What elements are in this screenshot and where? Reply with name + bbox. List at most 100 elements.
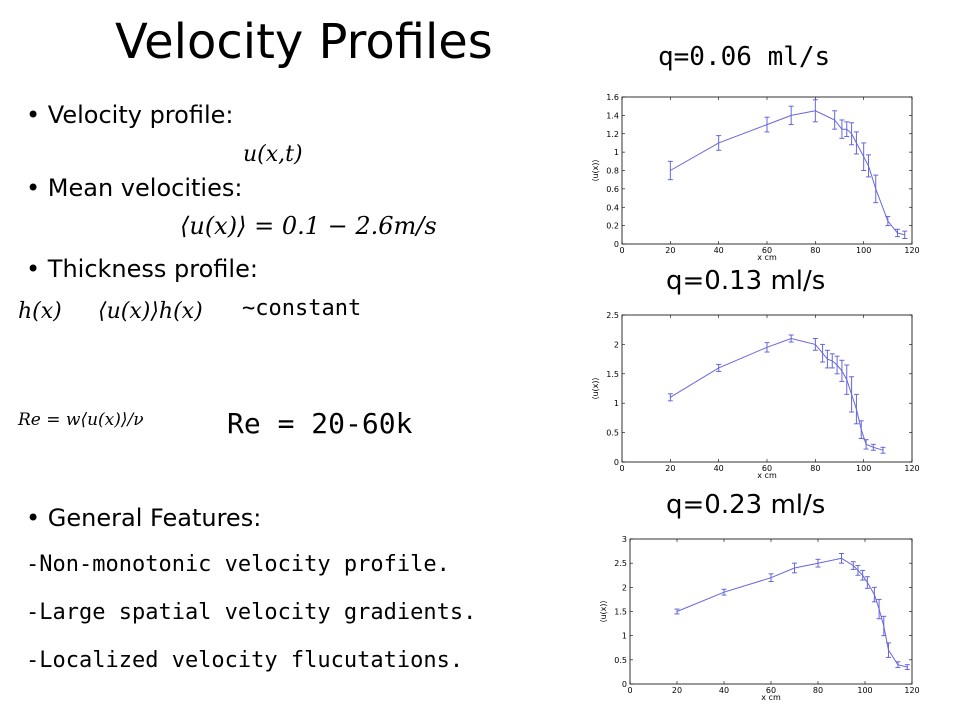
x-tick-label: 20 xyxy=(665,246,675,255)
error-bar xyxy=(832,110,838,130)
error-bar xyxy=(834,355,840,375)
bullet-velocity-profile: • Velocity profile: xyxy=(26,101,234,129)
error-bar xyxy=(904,664,910,670)
error-bar xyxy=(870,443,876,451)
reynolds-equation: Re = w⟨u(x)⟩/ν xyxy=(18,410,144,430)
y-tick-label: 0.4 xyxy=(606,203,619,212)
error-bar xyxy=(895,661,901,669)
x-tick-label: 40 xyxy=(719,686,729,695)
x-axis-label: x cm xyxy=(757,471,777,480)
error-bar xyxy=(871,586,877,603)
error-bar xyxy=(885,215,891,227)
x-axis-label: x cm xyxy=(757,253,777,262)
error-bar xyxy=(863,439,869,450)
series-line xyxy=(670,110,905,236)
error-bar xyxy=(788,105,794,126)
x-tick-label: 40 xyxy=(714,464,724,473)
y-tick-label: 0.6 xyxy=(606,185,619,194)
error-bar xyxy=(829,353,835,369)
error-bar xyxy=(858,420,864,439)
x-tick-label: 120 xyxy=(904,246,919,255)
error-bar xyxy=(764,342,770,353)
error-bar xyxy=(768,573,774,583)
feature-item: -Localized velocity flucutations. xyxy=(26,648,464,673)
error-bar xyxy=(876,598,882,620)
y-tick-label: 2.5 xyxy=(606,311,619,320)
x-tick-label: 60 xyxy=(766,686,776,695)
plot-frame xyxy=(629,538,913,685)
plot-title-2: q=0.13 ml/s xyxy=(666,266,826,296)
error-bar xyxy=(895,228,900,238)
error-bar xyxy=(853,393,859,425)
y-tick-label: 1 xyxy=(622,632,627,641)
y-tick-label: 3 xyxy=(622,535,627,544)
series-line xyxy=(676,557,908,668)
error-bar xyxy=(853,131,859,155)
bullet-thickness-profile: • Thickness profile: xyxy=(26,255,258,283)
error-bar xyxy=(902,230,908,239)
y-tick-label: 0.2 xyxy=(606,222,619,231)
error-bar xyxy=(824,349,830,369)
y-tick-label: 1.5 xyxy=(614,608,627,617)
y-tick-label: 0 xyxy=(614,240,619,249)
error-bar xyxy=(674,608,680,615)
y-tick-label: 0.5 xyxy=(614,656,627,665)
y-tick-label: 1.5 xyxy=(606,370,619,379)
x-tick-label: 20 xyxy=(672,686,682,695)
error-bar xyxy=(812,99,818,123)
error-bar xyxy=(839,119,845,139)
x-tick-label: 0 xyxy=(619,464,624,473)
feature-item: -Non-monotonic velocity profile. xyxy=(26,552,450,577)
y-tick-label: 2 xyxy=(622,583,627,592)
feature-item: -Large spatial velocity gradients. xyxy=(26,600,477,625)
y-tick-label: 0 xyxy=(622,680,627,689)
x-tick-label: 0 xyxy=(619,246,624,255)
error-bar xyxy=(864,576,870,589)
y-tick-label: 0 xyxy=(614,458,619,467)
error-bar xyxy=(812,338,818,351)
y-tick-label: 2.5 xyxy=(614,559,627,568)
y-tick-label: 1.6 xyxy=(606,93,619,102)
error-bar xyxy=(880,446,886,454)
error-bar xyxy=(820,343,826,363)
error-bar xyxy=(716,363,722,372)
error-bar xyxy=(716,135,722,151)
x-tick-label: 80 xyxy=(813,686,823,695)
error-bar xyxy=(667,393,673,402)
error-bar xyxy=(788,334,794,343)
error-bar xyxy=(855,565,861,576)
y-tick-label: 2 xyxy=(614,340,619,349)
error-bar xyxy=(886,642,891,658)
x-tick-label: 80 xyxy=(810,464,820,473)
x-axis-label: x cm xyxy=(761,693,781,702)
slide-title: Velocity Profiles xyxy=(115,14,493,70)
error-bar xyxy=(849,376,855,413)
x-tick-label: 60 xyxy=(762,246,772,255)
x-tick-label: 40 xyxy=(714,246,724,255)
error-bar xyxy=(844,364,850,395)
error-bar xyxy=(792,562,797,574)
error-bar xyxy=(839,359,845,382)
y-axis-label: ⟨u(x)⟩ xyxy=(599,600,608,622)
y-tick-label: 1.2 xyxy=(606,130,619,139)
y-tick-label: 0.5 xyxy=(606,429,619,438)
y-tick-label: 0.8 xyxy=(606,167,619,176)
bullet-general-features: • General Features: xyxy=(26,504,262,532)
velocity-profile-equation: u(x,t) xyxy=(243,142,303,167)
x-tick-label: 120 xyxy=(904,686,919,695)
error-bar xyxy=(844,121,850,138)
error-bar xyxy=(764,116,770,133)
plot-title-1: q=0.06 ml/s xyxy=(658,42,831,72)
x-tick-label: 120 xyxy=(904,464,919,473)
error-bar xyxy=(850,561,856,570)
y-axis-label: ⟨u(x)⟩ xyxy=(591,159,600,181)
error-bar xyxy=(866,154,871,178)
error-bar xyxy=(721,588,727,596)
error-bar xyxy=(873,174,879,204)
error-bar xyxy=(667,160,673,181)
mean-velocities-equation: ⟨u(x)⟩ = 0.1 − 2.6m/s xyxy=(180,212,437,240)
x-tick-label: 0 xyxy=(627,686,632,695)
